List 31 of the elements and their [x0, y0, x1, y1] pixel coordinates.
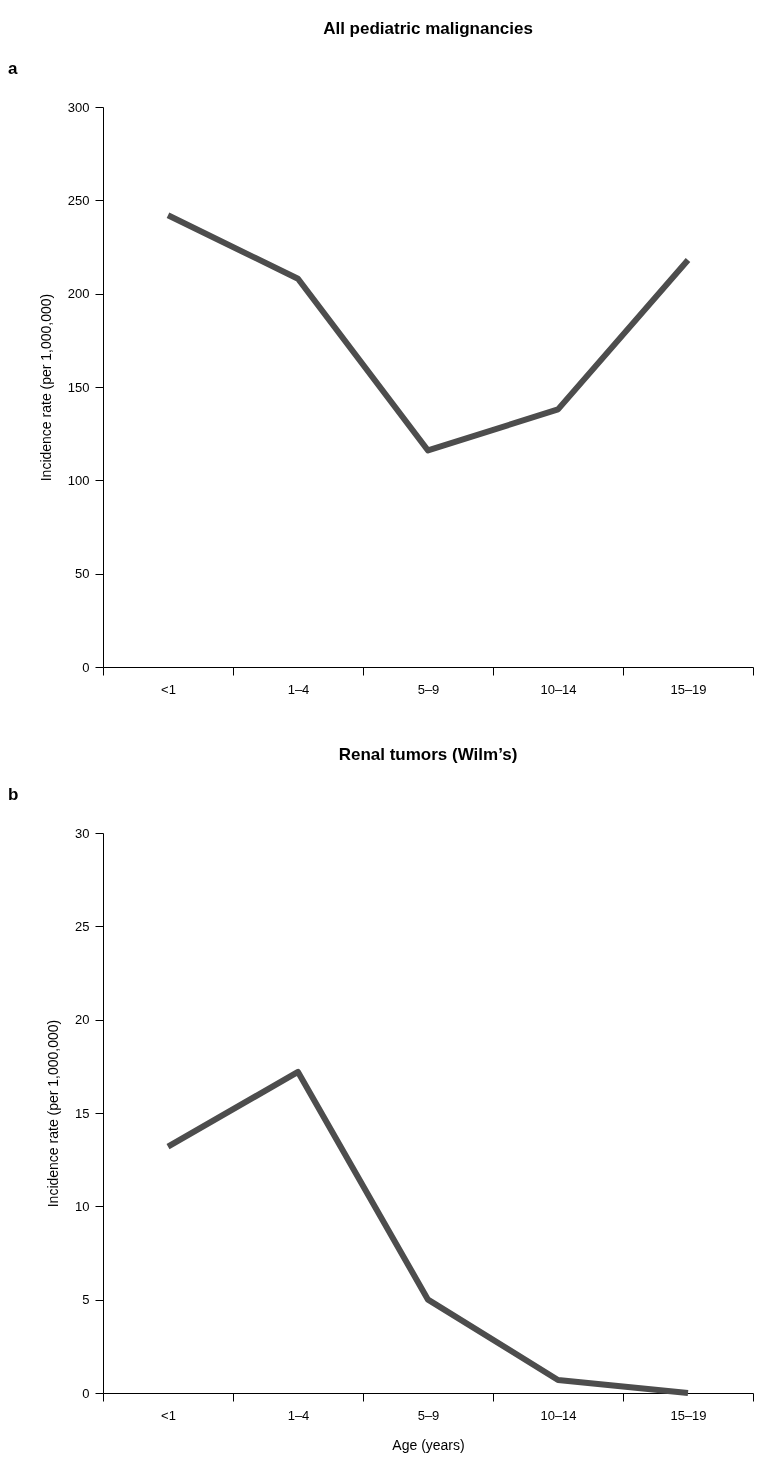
x-tick-label: 15–19 — [670, 681, 707, 697]
y-tick-label: 250 — [67, 192, 90, 208]
y-tick-label: 30 — [75, 825, 90, 841]
x-tick-label: <1 — [161, 1407, 176, 1423]
y-tick-label: 0 — [82, 659, 90, 675]
text: a — [8, 59, 18, 78]
y-axis-title: Incidence rate (per 1,000,000) — [37, 293, 54, 482]
y-tick-label: 15 — [75, 1105, 90, 1121]
y-tick-label: 300 — [67, 99, 90, 115]
chart-title: Renal tumors (Wilm’s) — [338, 745, 518, 764]
x-tick-label: 5–9 — [417, 1407, 440, 1423]
x-tick-label: 10–14 — [540, 681, 577, 697]
x-tick-label: 5–9 — [417, 681, 440, 697]
chart-title: All pediatric malignancies — [323, 19, 533, 38]
y-tick-label: 0 — [82, 1385, 90, 1401]
y-tick-label: 150 — [67, 379, 90, 395]
x-axis-title: Age (years) — [392, 1436, 465, 1453]
x-tick-label: 1–4 — [287, 1407, 310, 1423]
y-tick-label: 20 — [75, 1012, 90, 1028]
x-tick-label: 1–4 — [287, 681, 310, 697]
y-tick-label: 25 — [75, 918, 90, 934]
y-tick-label: 200 — [67, 286, 90, 302]
x-tick-label: 10–14 — [540, 1407, 577, 1423]
y-tick-label: 100 — [67, 472, 90, 488]
x-tick-label: <1 — [161, 681, 176, 697]
x-tick-label: 15–19 — [670, 1407, 707, 1423]
y-tick-label: 10 — [75, 1198, 90, 1214]
y-axis-title: Incidence rate (per 1,000,000) — [45, 1019, 62, 1208]
y-tick-label: 50 — [75, 566, 90, 582]
text: b — [8, 785, 19, 804]
y-tick-label: 5 — [82, 1292, 90, 1308]
